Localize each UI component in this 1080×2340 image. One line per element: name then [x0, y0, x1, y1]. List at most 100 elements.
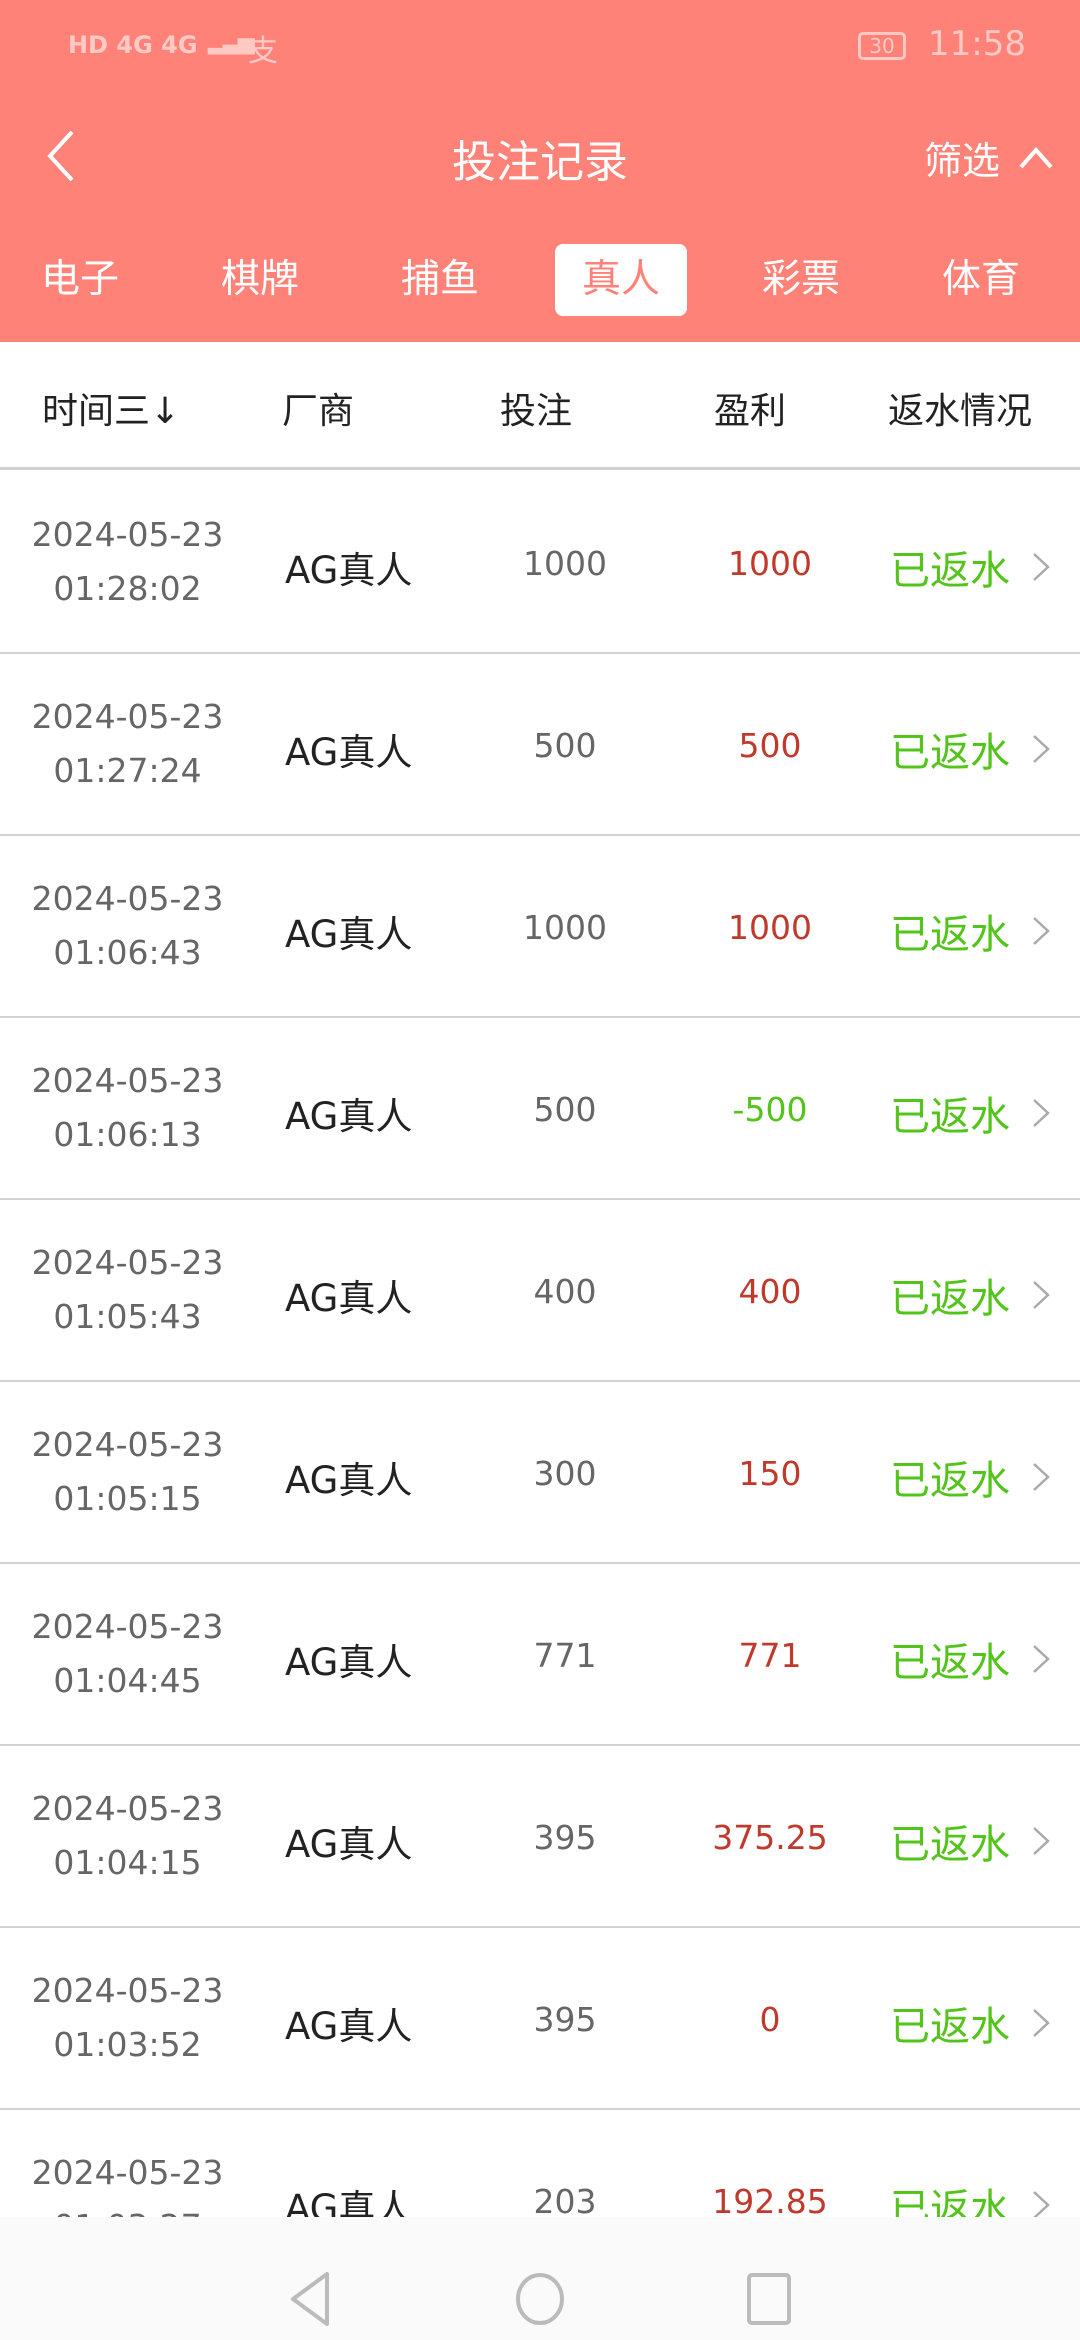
signal-icon: ▂▃▅: [208, 30, 255, 55]
bet-amount: 771: [533, 1636, 597, 1675]
pay-icon: 支: [248, 34, 278, 69]
table-row[interactable]: 2024-05-23 01:27:24 AG真人 500 500 已返水: [0, 654, 1080, 836]
bet-time: 01:05:43: [53, 1297, 202, 1336]
profit-amount: 400: [738, 1272, 802, 1311]
chevron-right-icon: [1033, 1645, 1050, 1673]
chevron-up-icon: [1019, 146, 1053, 168]
bet-amount: 1000: [523, 544, 607, 583]
bet-datetime: 2024-05-23 01:28:02: [25, 508, 230, 616]
vendor: AG真人: [285, 2005, 413, 2048]
rebate-status: 已返水: [890, 1458, 1010, 1504]
table-row[interactable]: 2024-05-23 01:06:43 AG真人 1000 1000 已返水: [0, 836, 1080, 1018]
network-indicator: HD 4G 4G: [68, 31, 198, 59]
table-row[interactable]: 2024-05-23 01:05:15 AG真人 300 150 已返水: [0, 1382, 1080, 1564]
vendor: AG真人: [285, 1277, 413, 1320]
tab-chess[interactable]: 棋牌: [220, 257, 299, 302]
column-header: 时间三↓ 厂商 投注 盈利 返水情况: [0, 342, 1080, 470]
table-row[interactable]: 2024-05-23 01:28:02 AG真人 1000 1000 已返水: [0, 472, 1080, 654]
bet-datetime: 2024-05-23 01:27:24: [25, 690, 230, 798]
chevron-right-icon: [1033, 1463, 1050, 1491]
bet-date: 2024-05-23: [31, 879, 224, 918]
column-vendor: 厂商: [282, 391, 355, 432]
bet-date: 2024-05-23: [31, 1789, 224, 1828]
chevron-right-icon: [1033, 553, 1050, 581]
chevron-right-icon: [1033, 2009, 1050, 2037]
profit-amount: 771: [738, 1636, 802, 1675]
bet-amount: 300: [533, 1454, 597, 1493]
nav-home-icon[interactable]: [515, 2269, 565, 2329]
bet-datetime: 2024-05-23 01:06:13: [25, 1054, 230, 1162]
bet-time: 01:04:15: [53, 1843, 202, 1882]
vendor: AG真人: [285, 1641, 413, 1684]
chevron-right-icon: [1033, 1099, 1050, 1127]
tab-live[interactable]: 真人: [555, 244, 687, 316]
table-row[interactable]: 2024-05-23 01:03:52 AG真人 395 0 已返水: [0, 1928, 1080, 2110]
bet-date: 2024-05-23: [31, 1243, 224, 1282]
bet-date: 2024-05-23: [31, 1971, 224, 2010]
clock: 11:58: [928, 24, 1026, 64]
rebate-status: 已返水: [890, 912, 1010, 958]
profit-amount: 500: [738, 726, 802, 765]
sort-icon: 三↓: [114, 391, 181, 432]
bet-date: 2024-05-23: [31, 1607, 224, 1646]
category-tabs: 电子 棋牌 捕鱼 真人 彩票 体育: [0, 244, 1080, 316]
bet-amount: 395: [533, 2000, 597, 2039]
bet-time: 01:06:43: [53, 933, 202, 972]
back-button[interactable]: [42, 128, 82, 184]
chevron-right-icon: [1033, 1281, 1050, 1309]
bet-time: 01:27:24: [53, 751, 202, 790]
vendor: AG真人: [285, 1095, 413, 1138]
profit-amount: 0: [759, 2000, 781, 2039]
table-row[interactable]: 2024-05-23 01:05:43 AG真人 400 400 已返水: [0, 1200, 1080, 1382]
bet-datetime: 2024-05-23 01:04:45: [25, 1600, 230, 1708]
bet-time: 01:06:13: [53, 1115, 202, 1154]
bet-datetime: 2024-05-23 01:03:52: [25, 1964, 230, 2072]
profit-amount: 1000: [728, 544, 812, 583]
column-time[interactable]: 时间三↓: [42, 382, 180, 434]
rebate-status: 已返水: [890, 1822, 1010, 1868]
bet-date: 2024-05-23: [31, 697, 224, 736]
profit-amount: 192.85: [712, 2182, 828, 2221]
column-bet: 投注: [500, 391, 573, 432]
vendor: AG真人: [285, 731, 413, 774]
rebate-status: 已返水: [890, 548, 1010, 594]
bet-datetime: 2024-05-23 01:05:15: [25, 1418, 230, 1526]
table-row[interactable]: 2024-05-23 01:06:13 AG真人 500 -500 已返水: [0, 1018, 1080, 1200]
bet-amount: 500: [533, 1090, 597, 1129]
bet-time: 01:04:45: [53, 1661, 202, 1700]
bet-datetime: 2024-05-23 01:05:43: [25, 1236, 230, 1344]
tab-sports[interactable]: 体育: [941, 257, 1020, 302]
vendor: AG真人: [285, 913, 413, 956]
nav-back-icon[interactable]: [285, 2269, 335, 2329]
battery-icon: 30: [858, 32, 906, 60]
chevron-right-icon: [1033, 2191, 1050, 2219]
tab-electronic[interactable]: 电子: [40, 257, 119, 302]
vendor: AG真人: [285, 549, 413, 592]
bet-date: 2024-05-23: [31, 515, 224, 554]
rebate-status: 已返水: [890, 2004, 1010, 2050]
table-row[interactable]: 2024-05-23 01:04:15 AG真人 395 375.25 已返水: [0, 1746, 1080, 1928]
profit-amount: 150: [738, 1454, 802, 1493]
bet-amount: 400: [533, 1272, 597, 1311]
bet-date: 2024-05-23: [31, 1061, 224, 1100]
status-bar: HD 4G 4G ▂▃▅ 支 30 11:58: [0, 0, 1080, 100]
system-nav-bar: [0, 2217, 1080, 2340]
chevron-right-icon: [1033, 917, 1050, 945]
rebate-status: 已返水: [890, 1640, 1010, 1686]
tab-fishing[interactable]: 捕鱼: [400, 257, 479, 302]
bet-time: 01:03:52: [53, 2025, 202, 2064]
nav-recents-icon[interactable]: [745, 2269, 795, 2329]
column-time-label: 时间: [42, 391, 115, 432]
bet-date: 2024-05-23: [31, 2153, 224, 2192]
bet-date: 2024-05-23: [31, 1425, 224, 1464]
app-header: HD 4G 4G ▂▃▅ 支 30 11:58 投注记录 筛选 电子 棋牌 捕鱼…: [0, 0, 1080, 342]
page-title: 投注记录: [452, 137, 628, 188]
bet-time: 01:05:15: [53, 1479, 202, 1518]
filter-button[interactable]: 筛选: [924, 130, 1054, 185]
chevron-right-icon: [1033, 1827, 1050, 1855]
table-row[interactable]: 2024-05-23 01:04:45 AG真人 771 771 已返水: [0, 1564, 1080, 1746]
bet-amount: 395: [533, 1818, 597, 1857]
bet-datetime: 2024-05-23 01:06:43: [25, 872, 230, 980]
tab-lottery[interactable]: 彩票: [761, 257, 840, 302]
rebate-status: 已返水: [890, 730, 1010, 776]
